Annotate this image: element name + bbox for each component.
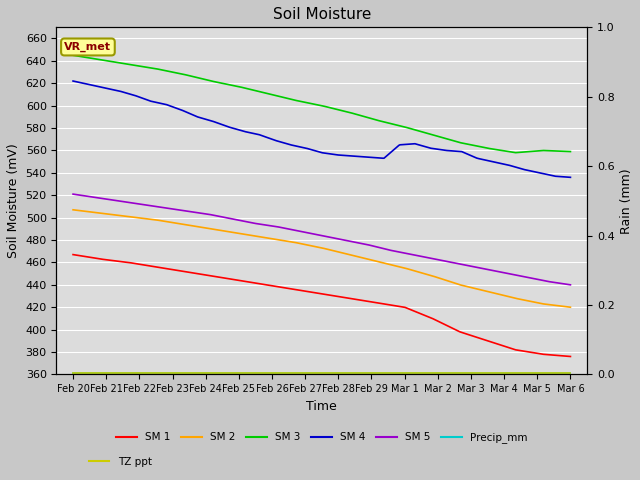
SM 4	[308, 147, 316, 153]
SM 1	[566, 354, 574, 360]
SM 5	[477, 265, 484, 271]
TZ ppt	[69, 370, 77, 376]
SM 5	[365, 242, 373, 248]
SM 4	[477, 156, 484, 162]
Line: SM 2: SM 2	[73, 210, 570, 307]
SM 5	[566, 282, 574, 288]
SM 4	[365, 155, 373, 160]
Precip_mm	[365, 370, 373, 376]
SM 3	[556, 148, 563, 154]
SM 3	[477, 144, 484, 150]
TZ ppt	[566, 370, 574, 376]
SM 5	[555, 280, 563, 286]
TZ ppt	[339, 370, 346, 376]
SM 1	[555, 353, 563, 359]
SM 4	[69, 78, 77, 84]
Precip_mm	[308, 370, 316, 376]
TZ ppt	[555, 370, 563, 376]
SM 4	[566, 174, 574, 180]
SM 2	[69, 207, 77, 213]
SM 3	[365, 115, 373, 121]
Legend: TZ ppt: TZ ppt	[84, 453, 156, 471]
SM 4	[555, 174, 563, 180]
Text: VR_met: VR_met	[65, 42, 111, 52]
SM 4	[339, 153, 346, 158]
Y-axis label: Soil Moisture (mV): Soil Moisture (mV)	[7, 144, 20, 258]
Line: SM 1: SM 1	[73, 254, 570, 357]
SM 2	[365, 256, 373, 262]
SM 3	[69, 52, 77, 58]
SM 3	[566, 149, 574, 155]
TZ ppt	[308, 370, 316, 376]
Line: SM 4: SM 4	[73, 81, 570, 177]
SM 3	[512, 150, 520, 156]
Line: SM 3: SM 3	[73, 55, 570, 153]
SM 2	[477, 287, 484, 293]
SM 2	[566, 304, 574, 310]
SM 1	[69, 252, 77, 257]
Line: SM 5: SM 5	[73, 194, 570, 285]
SM 5	[308, 231, 316, 237]
SM 5	[339, 237, 346, 242]
SM 1	[305, 289, 313, 295]
SM 1	[339, 294, 346, 300]
Y-axis label: Rain (mm): Rain (mm)	[620, 168, 633, 234]
Precip_mm	[555, 370, 563, 376]
SM 1	[477, 336, 484, 341]
SM 2	[305, 242, 313, 248]
TZ ppt	[365, 370, 373, 376]
TZ ppt	[477, 370, 484, 376]
SM 5	[305, 230, 313, 236]
SM 3	[339, 108, 346, 113]
SM 4	[305, 146, 313, 152]
TZ ppt	[305, 370, 313, 376]
Precip_mm	[566, 370, 574, 376]
SM 3	[308, 101, 316, 107]
SM 2	[339, 250, 346, 256]
Precip_mm	[339, 370, 346, 376]
SM 1	[308, 289, 316, 295]
Precip_mm	[305, 370, 313, 376]
SM 2	[308, 243, 316, 249]
SM 2	[555, 303, 563, 309]
SM 1	[365, 299, 373, 304]
SM 5	[69, 191, 77, 197]
SM 3	[305, 100, 313, 106]
X-axis label: Time: Time	[307, 400, 337, 413]
Precip_mm	[477, 370, 484, 376]
Precip_mm	[69, 370, 77, 376]
Title: Soil Moisture: Soil Moisture	[273, 7, 371, 22]
